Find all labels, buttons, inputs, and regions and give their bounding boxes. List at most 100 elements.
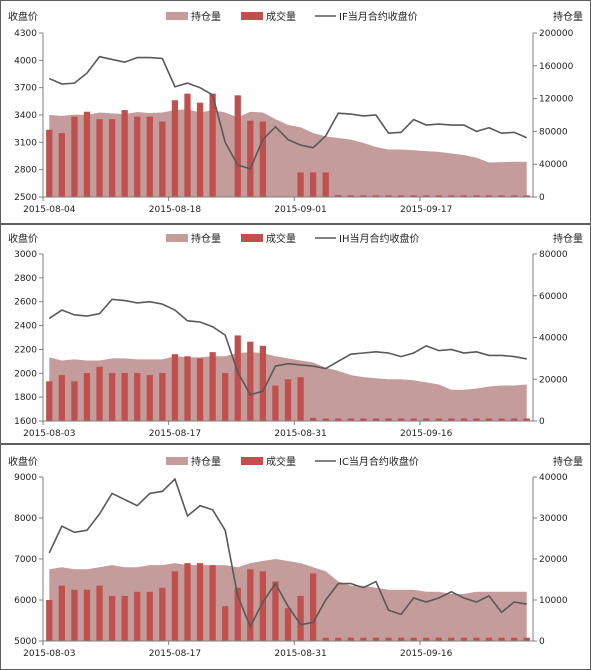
right-tick-label: 0: [539, 637, 545, 647]
left-tick-label: 2800: [14, 166, 37, 176]
volume-bar: [146, 375, 153, 421]
right-tick-label: 0: [539, 193, 545, 203]
volume-bar: [435, 195, 442, 197]
left-tick-label: 2500: [14, 193, 37, 203]
volume-bar: [58, 133, 65, 197]
x-tick-label: 2015-08-03: [23, 429, 75, 439]
left-tick-label: 9000: [14, 473, 37, 483]
x-tick-label: 2015-09-16: [400, 429, 453, 439]
volume-bar: [297, 595, 304, 641]
volume-bar: [209, 352, 216, 421]
x-tick-label: 2015-08-31: [274, 649, 326, 659]
volume-bar: [159, 372, 166, 421]
left-tick-label: 2000: [14, 369, 37, 379]
volume-bar: [134, 591, 141, 641]
close-price-line: [48, 477, 527, 629]
volume-bar: [259, 345, 267, 421]
volume-bar: [134, 372, 141, 421]
x-tick-label: 2015-09-01: [274, 205, 326, 215]
x-tick-label: 2015-08-17: [149, 649, 201, 659]
volume-bar: [511, 637, 518, 641]
left-tick-label: 5000: [14, 637, 37, 647]
open-interest-area: [49, 559, 527, 641]
left-tick-label: 3700: [14, 84, 37, 94]
right-tick-label: 20000: [539, 555, 568, 565]
volume-bar: [83, 111, 91, 197]
volume-bar: [272, 385, 279, 421]
volume-bar: [309, 417, 317, 421]
volume-bar: [121, 595, 128, 641]
volume-bar: [196, 358, 204, 421]
volume-bar: [385, 418, 392, 421]
volume-bar: [460, 195, 468, 197]
volume-bar: [259, 121, 267, 197]
volume-bar: [71, 381, 78, 421]
left-axis-title: 收盘价: [8, 10, 38, 23]
close-price-line: [48, 55, 528, 170]
volume-bar: [347, 637, 354, 641]
close-price-line: [48, 298, 527, 396]
left-tick-label: 8000: [14, 514, 37, 524]
volume-bar: [498, 418, 505, 421]
volume-bar: [184, 563, 191, 641]
volume-bar: [322, 637, 329, 641]
volume-bar: [485, 418, 493, 421]
volume-bar: [159, 121, 166, 197]
volume-bar: [511, 418, 518, 421]
right-axis-title: 持仓量: [553, 455, 583, 468]
left-tick-label: 3100: [14, 138, 37, 148]
volume-bar: [498, 195, 505, 197]
volume-bar: [71, 116, 78, 197]
right-tick-label: 160000: [539, 62, 574, 72]
right-tick-label: 200000: [539, 29, 574, 39]
volume-bar: [108, 595, 116, 641]
volume-bar: [309, 172, 317, 197]
volume-bar: [247, 341, 254, 421]
volume-bar: [397, 195, 405, 197]
volume-bar: [58, 375, 65, 421]
left-tick-label: 2400: [14, 322, 37, 332]
volume-bar: [234, 587, 241, 641]
volume-bar: [360, 418, 367, 421]
volume-bar: [209, 565, 216, 641]
volume-bar: [196, 563, 204, 641]
volume-bar: [460, 418, 468, 421]
volume-bar: [498, 637, 505, 641]
volume-bar: [423, 418, 430, 421]
volume-bar: [121, 110, 128, 197]
volume-bar: [473, 195, 480, 197]
left-tick-label: 4300: [14, 29, 37, 39]
volume-bar: [322, 418, 329, 421]
volume-bar: [184, 356, 191, 421]
right-tick-label: 10000: [539, 596, 568, 606]
volume-bar: [159, 587, 166, 641]
volume-bar: [83, 372, 91, 421]
volume-bar: [372, 195, 380, 197]
volume-bar: [284, 379, 292, 421]
right-axis-title: 持仓量: [553, 232, 583, 245]
right-tick-label: 30000: [539, 514, 568, 524]
volume-bar: [272, 581, 279, 641]
right-tick-label: 40000: [539, 160, 568, 170]
volume-bar: [397, 637, 405, 641]
volume-bar: [209, 93, 216, 197]
volume-bar: [360, 195, 367, 197]
chart-ic: 5000 6000 7000 8000 9000 0 10000 20000 30000 4000…: [0, 444, 591, 670]
volume-bar: [372, 418, 380, 421]
volume-bar: [96, 366, 103, 421]
volume-bar: [485, 637, 493, 641]
legend-swatch-volume: [241, 457, 263, 465]
legend-label-volume: 成交量: [266, 232, 296, 245]
volume-bar: [410, 195, 417, 197]
volume-bar: [335, 418, 342, 421]
volume-bar: [385, 195, 392, 197]
legend-swatch-open-interest: [166, 234, 188, 242]
volume-bar: [423, 195, 430, 197]
volume-bar: [473, 637, 480, 641]
left-tick-label: 7000: [14, 555, 37, 565]
legend-label-open-interest: 持仓量: [191, 455, 221, 468]
right-tick-label: 80000: [539, 127, 568, 137]
right-axis-title: 持仓量: [553, 10, 583, 23]
x-tick-label: 2015-08-18: [149, 205, 202, 215]
volume-bar: [259, 571, 267, 641]
